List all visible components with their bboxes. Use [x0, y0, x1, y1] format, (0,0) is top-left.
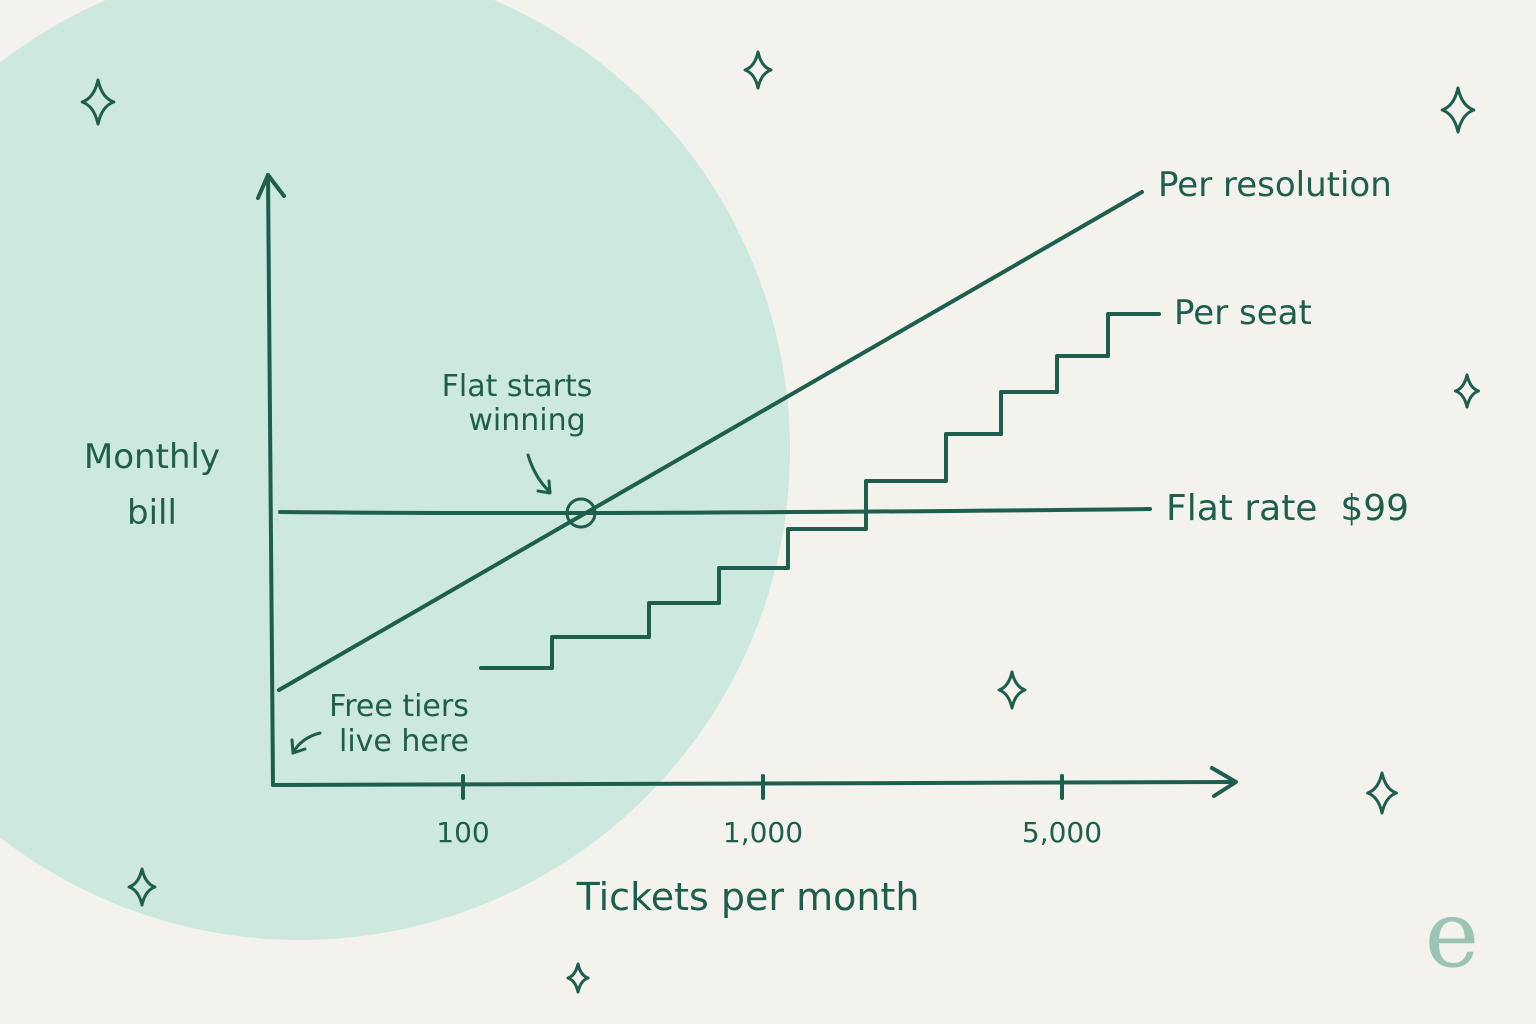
series-line-per-resolution: [277, 190, 1144, 692]
x-tick-label: 1,000: [723, 816, 803, 849]
annotation-free-line2: live here: [339, 724, 469, 759]
sparkle-icon: [1453, 373, 1481, 409]
series-line-flat-rate: [278, 507, 1152, 515]
annotations: [290, 453, 597, 755]
x-axis-line: [271, 780, 1236, 787]
sparkle-decorations: [80, 50, 1481, 994]
x-ticks: 100 1,000 5,000: [436, 774, 1102, 849]
series-label-per-resolution: Per resolution: [1158, 165, 1392, 205]
annotation-crossover-line1: Flat starts: [442, 369, 593, 404]
y-axis-label-line1: Monthly: [84, 437, 220, 477]
annotation-free-line1: Free tiers: [329, 689, 469, 724]
series-lines: [277, 190, 1161, 692]
background-blob: [0, 0, 790, 940]
sparkle-icon: [566, 962, 590, 994]
x-tick-label: 5,000: [1022, 816, 1102, 849]
y-axis-line: [266, 173, 275, 787]
brand-e-logo: e: [1425, 881, 1479, 988]
sparkle-icon: [127, 867, 157, 907]
crossover-arrow-icon: [526, 453, 552, 494]
sparkle-icon: [1366, 771, 1398, 815]
free-tier-arrow-head: [290, 738, 307, 755]
series-line-per-seat: [479, 312, 1161, 670]
x-axis-label: Tickets per month: [576, 875, 920, 919]
sparkle-icon: [1440, 86, 1476, 134]
y-axis-label-line2: bill: [127, 493, 177, 533]
x-axis-arrow-icon: [1210, 766, 1238, 798]
annotation-crossover-line2: winning: [468, 403, 585, 438]
free-tier-arrow-icon: [291, 731, 322, 755]
x-tick-label: 100: [436, 816, 489, 849]
crossover-arrow-head: [536, 479, 552, 495]
sparkle-icon: [997, 670, 1027, 710]
y-axis-arrow-icon: [256, 173, 286, 200]
crossover-marker: [565, 497, 597, 529]
series-label-per-seat: Per seat: [1174, 293, 1312, 333]
axes: [256, 173, 1238, 798]
series-label-flat-rate: Flat rate $99: [1166, 488, 1409, 529]
sparkle-icon: [743, 50, 773, 90]
sparkle-icon: [80, 78, 116, 126]
